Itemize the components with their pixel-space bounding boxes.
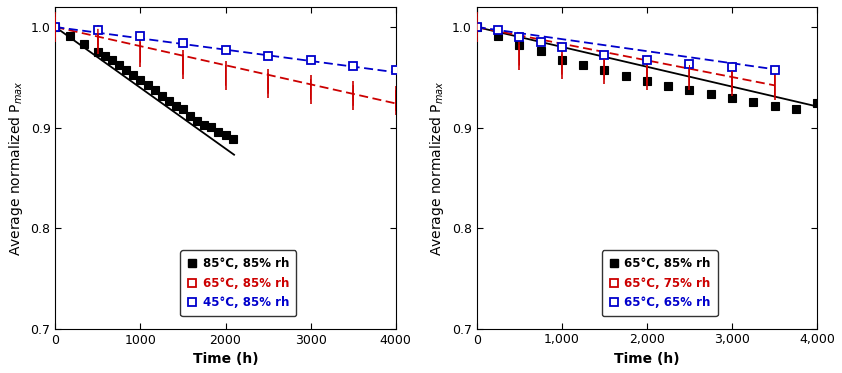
Y-axis label: Average normalized P$_{max}$: Average normalized P$_{max}$ [7,80,25,256]
X-axis label: Time (h): Time (h) [614,352,679,366]
Legend: 65°C, 85% rh, 65°C, 75% rh, 65°C, 65% rh: 65°C, 85% rh, 65°C, 75% rh, 65°C, 65% rh [602,250,717,316]
Y-axis label: Average normalized P$_{max}$: Average normalized P$_{max}$ [429,80,446,256]
X-axis label: Time (h): Time (h) [193,352,258,366]
Legend: 85°C, 85% rh, 65°C, 85% rh, 45°C, 85% rh: 85°C, 85% rh, 65°C, 85% rh, 45°C, 85% rh [180,250,296,316]
